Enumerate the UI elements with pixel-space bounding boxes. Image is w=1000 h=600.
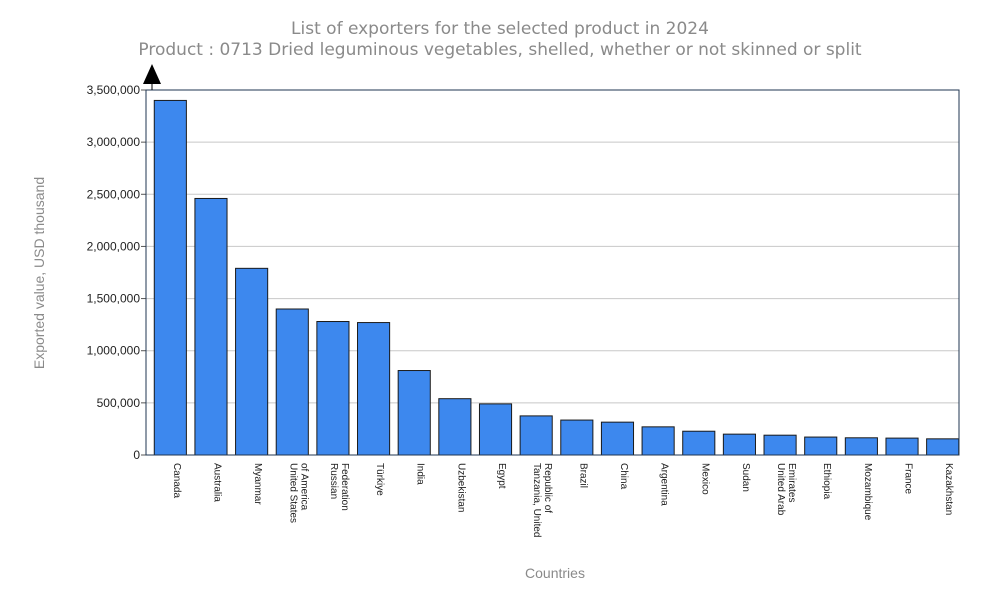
- x-tick-label: Australia: [211, 463, 222, 502]
- bar: [763, 434, 797, 456]
- x-tick-label: France: [903, 463, 914, 495]
- bar: [885, 437, 919, 456]
- y-tick-label: 2,500,000: [87, 187, 141, 201]
- y-tick-labels: 0 500,000 1,000,000 1,500,000 2,000,000 2,500…: [87, 83, 141, 462]
- bar: [844, 437, 878, 456]
- x-tick-label-line: Russian: [328, 463, 339, 499]
- x-tick-label-line: Ethiopia: [821, 463, 832, 500]
- x-tick-label: Ethiopia: [821, 463, 832, 500]
- x-tick-label-line: Türkiye: [374, 463, 385, 496]
- bar: [926, 438, 960, 456]
- x-tick-label-line: Australia: [211, 463, 222, 502]
- x-tick-labels: Canada Australia Myanmar United States of Am…: [171, 463, 954, 538]
- x-tick-label-line: France: [903, 463, 914, 495]
- x-tick-label-line: Myanmar: [252, 463, 263, 505]
- bars: [153, 99, 960, 456]
- x-tick-label-line: Argentina: [659, 463, 670, 506]
- x-tick-label-line: Canada: [171, 463, 182, 498]
- x-tick-label-line: United States: [287, 463, 298, 523]
- plot-area-frame: [145, 89, 960, 456]
- bar: [397, 370, 431, 456]
- bar: [519, 415, 553, 456]
- x-tick-label-line: Federation: [339, 463, 350, 511]
- x-tick-label-line: Uzbekistan: [455, 463, 466, 512]
- x-tick-label-line: Brazil: [577, 463, 588, 488]
- x-tick-label: Argentina: [659, 463, 670, 506]
- bar: [804, 436, 838, 456]
- bar: [316, 321, 350, 456]
- bar: [275, 308, 309, 456]
- x-tick-label-line: Egypt: [496, 463, 507, 489]
- chart-title: List of exporters for the selected produ…: [291, 19, 709, 39]
- x-tick-label: Russian Federation: [328, 463, 350, 511]
- y-tick-label: 0: [133, 448, 140, 462]
- bar: [478, 403, 513, 456]
- x-tick-label: Kazakhstan: [943, 463, 954, 515]
- x-tick-label-line: of America: [298, 463, 309, 511]
- x-tick-label-line: Sudan: [740, 463, 751, 492]
- y-axis-arrow-icon: [143, 64, 161, 84]
- bar: [357, 322, 391, 456]
- y-tick-label: 2,000,000: [87, 239, 141, 253]
- x-tick-label-line: China: [618, 463, 629, 490]
- y-tick-label: 1,000,000: [87, 344, 141, 358]
- x-tick-label: Türkiye: [374, 463, 385, 496]
- x-tick-label: Sudan: [740, 463, 751, 492]
- x-tick-label: Myanmar: [252, 463, 263, 505]
- bar: [194, 197, 228, 456]
- y-tick-label: 1,500,000: [87, 292, 141, 306]
- y-tick-label: 3,000,000: [87, 135, 141, 149]
- x-tick-label: India: [415, 463, 426, 485]
- bar: [722, 433, 756, 456]
- x-tick-label: United States of America: [287, 463, 309, 523]
- bar: [641, 426, 675, 456]
- bar: [153, 99, 187, 456]
- x-tick-label: China: [618, 463, 629, 490]
- bar: [682, 430, 716, 456]
- x-tick-label-line: India: [415, 463, 426, 485]
- x-tick-label-line: Mexico: [699, 463, 710, 495]
- x-tick-label-line: Mozambique: [862, 463, 873, 521]
- bar: [600, 421, 635, 456]
- x-tick-label: Mozambique: [862, 463, 873, 521]
- x-tick-label: United Arab Emirates: [775, 463, 797, 516]
- x-tick-label-line: Emirates: [786, 463, 797, 502]
- x-tick-label: Canada: [171, 463, 182, 498]
- x-tick-label: Tanzania, United Republic of: [531, 463, 553, 538]
- x-tick-label-line: United Arab: [775, 463, 786, 516]
- bar: [560, 419, 594, 456]
- x-tick-label-line: Republic of: [542, 463, 553, 513]
- x-tick-label: Mexico: [699, 463, 710, 495]
- y-axis-title: Exported value, USD thousand: [31, 177, 47, 369]
- bar: [235, 267, 269, 456]
- x-tick-label: Egypt: [496, 463, 507, 489]
- x-tick-label-line: Tanzania, United: [531, 463, 542, 538]
- x-tick-label-line: Kazakhstan: [943, 463, 954, 515]
- x-tick-label: Uzbekistan: [455, 463, 466, 512]
- x-tick-label: Brazil: [577, 463, 588, 488]
- bar: [438, 398, 472, 456]
- y-tick-label: 3,500,000: [87, 83, 141, 97]
- chart-subtitle: Product : 0713 Dried leguminous vegetabl…: [138, 40, 862, 60]
- y-tick-label: 500,000: [97, 396, 141, 410]
- x-axis-title: Countries: [525, 565, 585, 581]
